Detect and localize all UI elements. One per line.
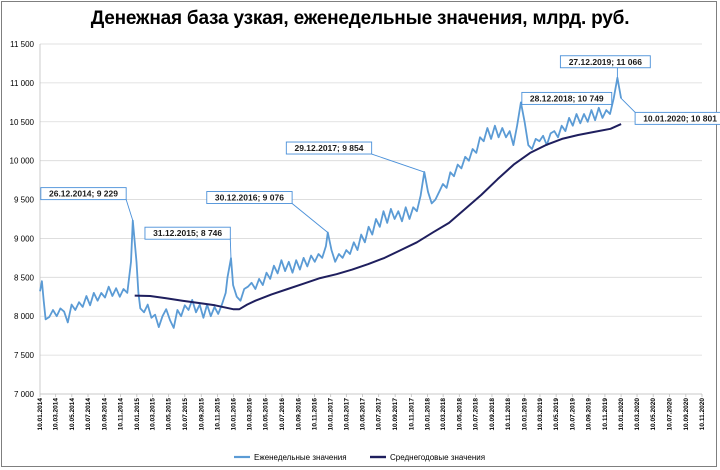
x-tick-label: 10.09.2014	[101, 398, 108, 431]
x-tick-label: 10.05.2015	[166, 398, 173, 431]
chart-title: Денежная база узкая, еженедельные значен…	[90, 8, 630, 29]
annotation-callout: 29.12.2017; 9 854	[285, 141, 425, 173]
x-tick-label: 10.09.2015	[198, 398, 205, 431]
x-tick-label: 10.07.2019	[569, 398, 576, 431]
annotation-box	[40, 187, 127, 201]
x-tick-label: 10.03.2020	[634, 398, 641, 431]
legend-item: Еженедельные значения	[234, 453, 347, 462]
annotation-box	[285, 141, 373, 155]
x-tick-label: 10.09.2016	[295, 398, 302, 431]
x-tick-label: 10.03.2019	[537, 398, 544, 431]
annotation-leader	[291, 203, 329, 233]
y-tick-label: 7 000	[14, 390, 35, 399]
annotation-box	[521, 91, 613, 105]
x-tick-label: 10.07.2018	[472, 398, 479, 431]
x-tick-label: 10.05.2019	[553, 398, 560, 431]
annotation-leader	[371, 153, 425, 173]
annotation-label: 28.12.2018; 10 749	[530, 93, 604, 103]
series-lines	[39, 76, 622, 329]
annotation-callout: 26.12.2014; 9 229	[40, 187, 134, 221]
x-tick-label: 10.05.2016	[263, 398, 270, 431]
annotation-box	[206, 191, 293, 204]
x-tick-label: 10.07.2020	[666, 398, 673, 431]
annotation-leader	[125, 199, 134, 221]
y-tick-label: 10 000	[10, 157, 35, 166]
x-tick-label: 10.03.2018	[440, 398, 447, 431]
annotation-label: 10.01.2020; 10 801	[643, 113, 717, 123]
x-tick-label: 10.11.2016	[312, 398, 319, 431]
annotation-callout: 31.12.2015; 8 746	[144, 226, 232, 259]
x-tick-label: 10.01.2016	[231, 398, 238, 431]
x-tick-label: 10.01.2017	[328, 398, 335, 431]
x-tick-label: 10.09.2019	[586, 398, 593, 431]
annotation-callout: 28.12.2018; 10 749	[520, 91, 613, 105]
x-tick-label: 10.11.2015	[214, 398, 221, 431]
annotation-callout: 10.01.2020; 10 801	[620, 98, 720, 125]
y-tick-labels: 7 000 7 500 8 000 8 500 9 000 9 500 10 000 10 5…	[10, 40, 35, 399]
y-tick-label: 9 500	[14, 196, 35, 205]
x-tick-label: 10.03.2015	[149, 398, 156, 431]
y-tick-label: 11 500	[10, 40, 34, 49]
x-tick-label: 10.09.2020	[683, 398, 690, 431]
x-tick-label: 10.05.2018	[456, 398, 463, 431]
x-tick-label: 10.11.2019	[602, 398, 609, 431]
x-tick-label: 10.07.2015	[182, 398, 189, 431]
y-tick-label: 8 500	[14, 273, 35, 282]
x-tick-label: 10.03.2017	[343, 398, 350, 431]
annotation-box	[144, 226, 231, 240]
x-tick-label: 10.07.2017	[376, 398, 383, 431]
weekly-series-line	[39, 76, 622, 329]
annotation-leader	[620, 98, 636, 113]
x-tick-label: 10.01.2019	[521, 398, 528, 431]
annotation-leader	[229, 239, 232, 259]
x-tick-label: 10.01.2018	[424, 398, 431, 431]
y-tick-label: 7 500	[14, 351, 35, 360]
x-tick-label: 10.11.2014	[118, 398, 125, 431]
annotation-box	[634, 111, 720, 125]
legend: Еженедельные значения Среднегодовые значе…	[234, 453, 485, 462]
x-tick-label: 10.03.2014	[53, 398, 60, 431]
annual-average-series-line	[134, 123, 622, 311]
x-tick-label: 10.03.2016	[247, 398, 254, 431]
x-tick-label: 10.11.2018	[505, 398, 512, 431]
annotation-label: 26.12.2014; 9 229	[49, 189, 118, 199]
x-tick-label: 10.11.2017	[408, 398, 415, 431]
annotation-label: 27.12.2019; 11 066	[569, 57, 643, 67]
y-tick-label: 8 000	[14, 312, 35, 321]
legend-label: Еженедельные значения	[254, 453, 347, 462]
annotation-label: 30.12.2016; 9 076	[215, 193, 284, 203]
annotation-callout: 27.12.2019; 11 066	[559, 55, 651, 78]
x-tick-labels: 10.01.2014 10.03.2014 10.05.2014 10.07.2014…	[37, 398, 706, 431]
x-tick-label: 10.05.2014	[69, 398, 76, 431]
y-tick-label: 11 000	[10, 79, 34, 88]
axes	[39, 44, 703, 397]
x-tick-label: 10.11.2020	[699, 398, 706, 431]
x-tick-label: 10.01.2020	[618, 398, 625, 431]
annotation-callout: 30.12.2016; 9 076	[206, 191, 329, 233]
x-tick-label: 10.09.2017	[392, 398, 399, 431]
y-tick-label: 10 500	[10, 118, 35, 127]
annotations: 26.12.2014; 9 229 31.12.2015; 8 746 30.12.…	[40, 55, 720, 259]
x-tick-label: 10.01.2014	[37, 398, 44, 431]
annotation-box	[559, 55, 651, 69]
x-tick-label: 10.09.2018	[489, 398, 496, 431]
x-tick-label: 10.05.2017	[360, 398, 367, 431]
legend-item: Среднегодовые значения	[370, 453, 485, 462]
annotation-label: 29.12.2017; 9 854	[294, 143, 363, 153]
x-tick-label: 10.05.2020	[650, 398, 657, 431]
annotation-label: 31.12.2015; 8 746	[153, 228, 222, 238]
y-tick-label: 9 000	[14, 234, 35, 243]
legend-label: Среднегодовые значения	[390, 453, 485, 462]
x-tick-label: 10.07.2014	[85, 398, 92, 431]
x-tick-label: 10.07.2016	[279, 398, 286, 431]
x-tick-label: 10.01.2015	[134, 398, 141, 431]
